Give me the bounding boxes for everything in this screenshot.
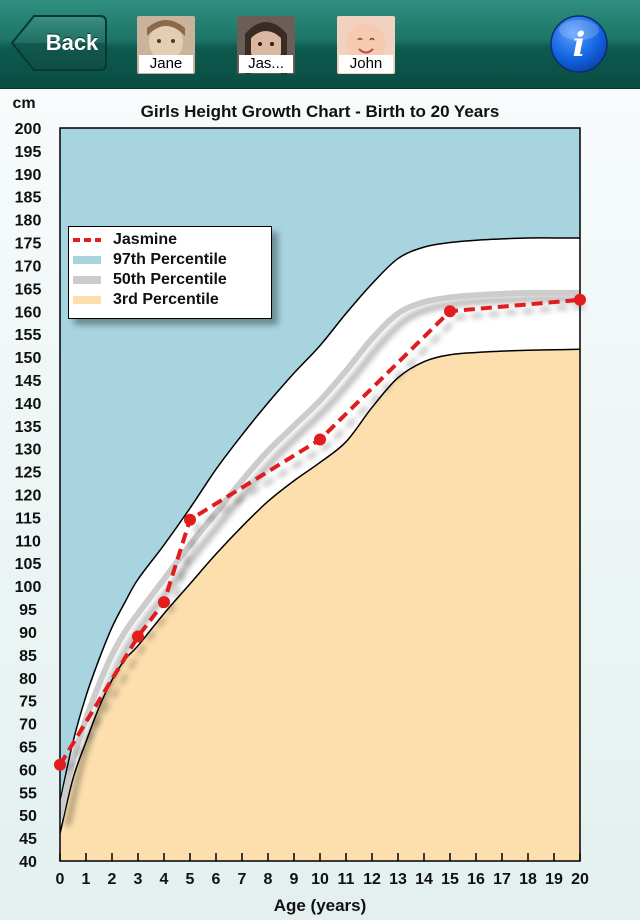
x-tick-label: 20	[571, 871, 589, 888]
y-tick-label: 125	[15, 465, 42, 482]
legend-swatch-dashed	[73, 238, 101, 242]
child-tab-jane[interactable]: Jane	[137, 16, 195, 74]
y-tick-label: 105	[15, 556, 42, 573]
x-tick-label: 5	[186, 871, 195, 888]
y-tick-label: 100	[15, 579, 42, 596]
y-tick-label: 195	[15, 144, 42, 161]
y-tick-label: 55	[19, 785, 37, 802]
info-glyph: i	[573, 25, 586, 65]
y-tick-label: 155	[15, 327, 42, 344]
y-tick-label: 70	[19, 717, 37, 734]
x-tick-label: 12	[363, 871, 381, 888]
y-tick-label: 170	[15, 258, 42, 275]
y-tick-label: 65	[19, 739, 37, 756]
jasmine-data-point	[54, 758, 66, 771]
child-tab-john[interactable]: John	[337, 16, 395, 74]
y-tick-label: 60	[19, 762, 37, 779]
legend-label-97th: 97th Percentile	[113, 251, 227, 268]
y-tick-label: 165	[15, 281, 42, 298]
y-tick-label: 40	[19, 854, 37, 871]
legend-label-3rd: 3rd Percentile	[113, 291, 219, 308]
info-icon: i	[550, 15, 608, 73]
line-97th-percentile	[60, 237, 580, 802]
legend-swatch-97th	[73, 256, 101, 264]
jasmine-data-point	[444, 305, 456, 318]
x-tick-label: 2	[108, 871, 117, 888]
x-axis-label: Age (years)	[274, 896, 367, 915]
legend-swatch-3rd	[73, 296, 101, 304]
jasmine-data-point	[132, 630, 144, 643]
x-tick-label: 6	[212, 871, 221, 888]
y-tick-label: 150	[15, 350, 42, 367]
jasmine-data-point	[184, 513, 196, 526]
child-tab-jasmine[interactable]: Jas...	[237, 16, 295, 74]
chart-title: Girls Height Growth Chart - Birth to 20 …	[141, 102, 500, 121]
x-tick-label: 1	[82, 871, 91, 888]
x-tick-label: 0	[56, 871, 65, 888]
x-tick-label: 10	[311, 871, 329, 888]
back-label: Back	[45, 30, 99, 55]
child-name-john: John	[339, 55, 393, 73]
y-tick-label: 50	[19, 808, 37, 825]
x-tick-label: 8	[264, 871, 273, 888]
line-50th-percentile	[60, 289, 580, 821]
jasmine-data-point	[158, 596, 170, 609]
back-button[interactable]: Back	[10, 14, 108, 72]
y-tick-label: 110	[15, 533, 41, 550]
legend-swatch-50th	[73, 276, 101, 284]
y-tick-label: 85	[19, 648, 37, 665]
x-tick-label: 17	[493, 871, 511, 888]
chart-legend: Jasmine 97th Percentile 50th Percentile …	[68, 226, 272, 319]
y-tick-label: 80	[19, 671, 37, 688]
y-tick-label: 45	[19, 831, 37, 848]
region-below-3rd	[60, 349, 580, 861]
x-tick-label: 18	[519, 871, 537, 888]
y-tick-label: 130	[15, 442, 42, 459]
back-button-shape	[10, 15, 107, 71]
x-tick-label: 4	[160, 871, 169, 888]
y-tick-label: 200	[15, 121, 42, 138]
info-button[interactable]: i	[549, 14, 609, 74]
line-3rd-percentile	[60, 348, 580, 834]
legend-label-50th: 50th Percentile	[113, 271, 227, 288]
y-tick-label: 180	[15, 213, 42, 230]
y-tick-label: 160	[15, 304, 42, 321]
legend-item-jasmine: Jasmine	[73, 230, 269, 250]
y-tick-label: 185	[15, 190, 42, 207]
y-tick-label: 190	[15, 167, 42, 184]
legend-label-jasmine: Jasmine	[113, 231, 178, 248]
x-tick-label: 13	[389, 871, 407, 888]
y-axis-unit-label: cm	[12, 95, 35, 112]
x-tick-label: 19	[545, 871, 563, 888]
x-tick-label: 3	[134, 871, 143, 888]
child-name-jasmine: Jas...	[239, 55, 293, 73]
x-tick-label: 7	[238, 871, 247, 888]
x-tick-label: 14	[415, 871, 433, 888]
y-tick-label: 75	[19, 694, 37, 711]
y-tick-label: 115	[15, 510, 41, 527]
child-name-jane: Jane	[139, 55, 193, 73]
y-tick-label: 95	[19, 602, 37, 619]
growth-chart: Girls Height Growth Chart - Birth to 20 …	[12, 95, 589, 915]
y-tick-label: 175	[15, 236, 42, 253]
y-tick-label: 120	[15, 488, 42, 505]
chart-area: Girls Height Growth Chart - Birth to 20 …	[0, 89, 640, 920]
x-tick-label: 11	[338, 871, 355, 888]
x-tick-label: 16	[467, 871, 485, 888]
y-tick-label: 145	[15, 373, 42, 390]
x-tick-label: 15	[441, 871, 459, 888]
y-tick-label: 90	[19, 625, 37, 642]
legend-item-50th: 50th Percentile	[73, 270, 269, 290]
y-tick-label: 135	[15, 419, 42, 436]
top-navigation-bar: Back Jane Jas... John	[0, 0, 640, 89]
legend-item-97th: 97th Percentile	[73, 250, 269, 270]
legend-item-3rd: 3rd Percentile	[73, 290, 269, 310]
jasmine-data-point	[314, 433, 326, 446]
jasmine-data-point	[574, 293, 586, 306]
y-tick-label: 140	[15, 396, 42, 413]
x-tick-label: 9	[290, 871, 299, 888]
